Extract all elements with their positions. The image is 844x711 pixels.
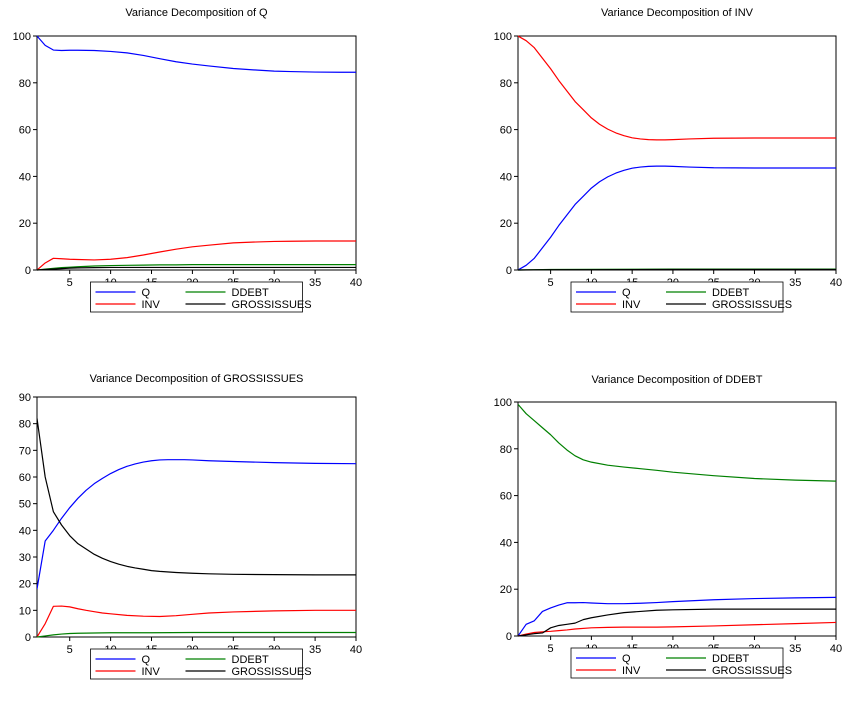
plot-frame — [517, 35, 837, 271]
x-tick-label: 40 — [830, 277, 842, 289]
legend-box — [90, 648, 303, 680]
y-tick-label: 40 — [500, 537, 512, 549]
series-line-q — [37, 35, 356, 73]
legend-label-inv: INV — [142, 299, 161, 311]
legend-box — [570, 281, 784, 313]
series-line-inv — [518, 35, 836, 141]
y-tick-label: 40 — [500, 171, 512, 183]
chart-panel-grossissues: Variance Decomposition of GROSSISSUES 0 10… — [19, 373, 362, 680]
legend-label-grossissues: GROSSISSUES — [712, 299, 792, 311]
chart-panel-ddebt: Variance Decomposition of DDEBT 0 20 40 60 80… — [494, 374, 842, 679]
y-tick-label: 80 — [19, 419, 31, 431]
legend-label-ddebt: DDEBT — [712, 287, 750, 299]
y-tick-label: 100 — [13, 31, 31, 43]
legend-label-inv: INV — [622, 665, 641, 677]
series-line-q — [518, 596, 836, 637]
y-tick-label: 20 — [19, 218, 31, 230]
series-line-q — [518, 165, 836, 271]
x-tick-label: 5 — [548, 277, 554, 289]
x-tick-label: 40 — [350, 277, 362, 289]
series-line-inv — [518, 621, 836, 637]
series-line-q — [37, 459, 356, 590]
legend-label-q: Q — [622, 653, 631, 665]
x-tick-label: 5 — [67, 277, 73, 289]
y-tick-label: 40 — [19, 525, 31, 537]
x-tick-label: 35 — [309, 644, 321, 656]
legend-label-ddebt: DDEBT — [712, 653, 750, 665]
legend-box — [570, 647, 784, 679]
y-tick-label: 0 — [506, 631, 512, 643]
series-line-ddebt — [37, 631, 356, 638]
legend-box — [90, 281, 303, 313]
y-tick-label: 0 — [506, 265, 512, 277]
series-line-inv — [37, 605, 356, 638]
y-tick-label: 0 — [25, 265, 31, 277]
y-tick-label: 60 — [19, 125, 31, 137]
series-line-grossissues — [37, 418, 356, 576]
x-tick-label: 40 — [830, 643, 842, 655]
chart-panel-inv: Variance Decomposition of INV 0 20 40 60 80 10… — [494, 7, 842, 313]
y-tick-label: 20 — [500, 584, 512, 596]
x-tick-label: 35 — [789, 277, 801, 289]
y-tick-label: 80 — [500, 444, 512, 456]
legend-label-q: Q — [622, 287, 631, 299]
chart-title: Variance Decomposition of GROSSISSUES — [90, 373, 304, 385]
chart-panel-q: Variance Decomposition of Q 0 20 40 60 80 100 5… — [13, 7, 362, 313]
series-line-grossissues — [37, 266, 356, 271]
legend-label-grossissues: GROSSISSUES — [712, 665, 792, 677]
y-tick-label: 80 — [19, 78, 31, 90]
y-tick-label: 60 — [500, 491, 512, 503]
series-line-ddebt — [518, 403, 836, 482]
legend-label-grossissues: GROSSISSUES — [232, 299, 312, 311]
x-tick-label: 35 — [309, 277, 321, 289]
legend-label-q: Q — [142, 654, 151, 666]
legend-label-ddebt: DDEBT — [232, 287, 270, 299]
y-tick-label: 100 — [494, 397, 512, 409]
legend-label-grossissues: GROSSISSUES — [232, 666, 312, 678]
chart-title: Variance Decomposition of INV — [601, 7, 754, 19]
y-tick-label: 30 — [19, 552, 31, 564]
y-tick-label: 70 — [19, 445, 31, 457]
series-line-inv — [37, 240, 356, 271]
y-tick-label: 50 — [19, 499, 31, 511]
y-tick-label: 20 — [19, 579, 31, 591]
plot-frame — [36, 396, 357, 638]
plot-frame — [36, 35, 357, 271]
x-tick-label: 5 — [548, 643, 554, 655]
y-tick-label: 10 — [19, 605, 31, 617]
y-tick-label: 90 — [19, 392, 31, 404]
chart-title: Variance Decomposition of Q — [125, 7, 268, 19]
y-tick-label: 80 — [500, 78, 512, 90]
chart-title: Variance Decomposition of DDEBT — [592, 374, 763, 386]
y-tick-label: 20 — [500, 218, 512, 230]
legend-label-inv: INV — [142, 666, 161, 678]
legend-label-q: Q — [142, 287, 151, 299]
series-line-grossissues — [518, 608, 836, 637]
plot-frame — [517, 401, 837, 637]
y-tick-label: 40 — [19, 171, 31, 183]
y-tick-label: 60 — [19, 472, 31, 484]
legend-label-inv: INV — [622, 299, 641, 311]
y-tick-label: 100 — [494, 31, 512, 43]
y-tick-label: 60 — [500, 125, 512, 137]
x-tick-label: 35 — [789, 643, 801, 655]
x-tick-label: 5 — [67, 644, 73, 656]
x-tick-label: 40 — [350, 644, 362, 656]
y-tick-label: 0 — [25, 632, 31, 644]
legend-label-ddebt: DDEBT — [232, 654, 270, 666]
series-line-ddebt — [37, 264, 356, 271]
